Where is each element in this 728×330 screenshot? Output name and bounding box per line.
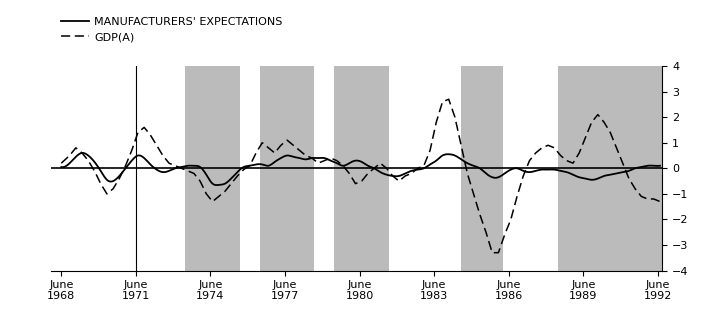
Bar <box>185 66 240 271</box>
Bar <box>461 66 503 271</box>
Legend: MANUFACTURERS' EXPECTATIONS, GDP(A): MANUFACTURERS' EXPECTATIONS, GDP(A) <box>57 12 287 47</box>
Bar <box>260 66 314 271</box>
Bar <box>334 66 389 271</box>
Bar <box>558 66 662 271</box>
